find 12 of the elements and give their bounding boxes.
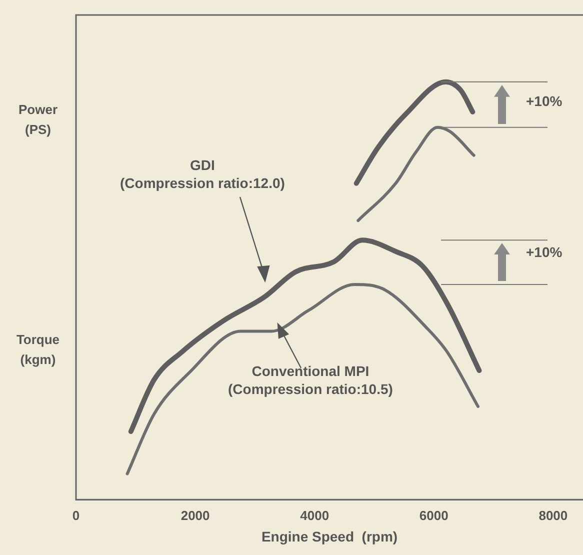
x-axis-title: Engine Speed (rpm) — [261, 528, 398, 544]
annotation: +10% — [526, 92, 562, 110]
annotation: GDI (Compression ratio:12.0) — [120, 156, 285, 192]
x-tick-label: 4000 — [300, 508, 330, 523]
y-axis-title: Power (PS) — [17, 101, 58, 139]
x-tick-label: 8000 — [538, 508, 568, 523]
annotation: +10% — [526, 243, 562, 261]
text: Torque (kgm) — [15, 331, 61, 369]
x-tick-label: 2000 — [180, 508, 210, 523]
x-tick-label: 0 — [72, 508, 80, 523]
x-tick-label: 6000 — [419, 508, 448, 523]
annotation: Conventional MPI (Compression ratio:10.5) — [228, 362, 393, 398]
